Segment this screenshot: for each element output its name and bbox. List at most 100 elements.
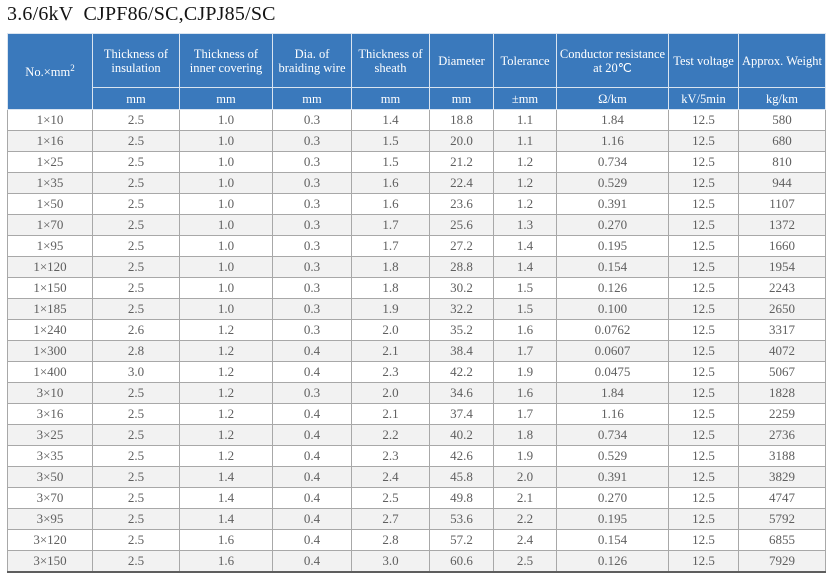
- value-cell: 0.391: [556, 466, 669, 488]
- table-row: 3×70 2.5 1.4 0.4 2.5 49.8 2.1 0.270 12.5 4747: [7, 487, 826, 509]
- value-cell: 35.2: [429, 319, 494, 341]
- value-cell: 0.100: [556, 298, 669, 320]
- value-cell: 1.84: [556, 109, 669, 131]
- col-header-braiding-wire-dia: Dia. of braiding wire: [272, 33, 352, 88]
- table-row: 1×16 2.5 1.0 0.3 1.5 20.0 1.1 1.16 12.5 680: [7, 130, 826, 152]
- table-row: 1×120 2.5 1.0 0.3 1.8 28.8 1.4 0.154 12.5 1954: [7, 256, 826, 278]
- row-size-cell: 1×300: [7, 340, 93, 362]
- value-cell: 2.4: [493, 529, 557, 551]
- value-cell: 1.0: [179, 235, 273, 257]
- value-cell: 2259: [738, 403, 826, 425]
- table-row: 1×25 2.5 1.0 0.3 1.5 21.2 1.2 0.734 12.5 810: [7, 151, 826, 173]
- value-cell: 12.5: [668, 172, 739, 194]
- col-unit-conductor-resistance: Ω/km: [556, 87, 669, 110]
- table-row: 3×120 2.5 1.6 0.4 2.8 57.2 2.4 0.154 12.5 6855: [7, 529, 826, 551]
- table-row: 3×10 2.5 1.2 0.3 2.0 34.6 1.6 1.84 12.5 1828: [7, 382, 826, 404]
- value-cell: 2.1: [351, 403, 430, 425]
- value-cell: 944: [738, 172, 826, 194]
- value-cell: 53.6: [429, 508, 494, 530]
- value-cell: 0.4: [272, 403, 352, 425]
- value-cell: 1.0: [179, 193, 273, 215]
- value-cell: 12.5: [668, 214, 739, 236]
- value-cell: 4072: [738, 340, 826, 362]
- value-cell: 0.529: [556, 445, 669, 467]
- table-row: 3×95 2.5 1.4 0.4 2.7 53.6 2.2 0.195 12.5 5792: [7, 508, 826, 530]
- value-cell: 0.4: [272, 340, 352, 362]
- value-cell: 1.4: [179, 487, 273, 509]
- spec-table: No.×mm2 Thickness of insulation Thicknes…: [7, 33, 826, 573]
- value-cell: 12.5: [668, 508, 739, 530]
- table-row: 3×25 2.5 1.2 0.4 2.2 40.2 1.8 0.734 12.5 2736: [7, 424, 826, 446]
- value-cell: 0.4: [272, 466, 352, 488]
- value-cell: 57.2: [429, 529, 494, 551]
- header-unit-row: mm mm mm mm mm ±mm Ω/km kV/5min kg/km: [8, 87, 826, 110]
- value-cell: 0.391: [556, 193, 669, 215]
- value-cell: 1.8: [351, 256, 430, 278]
- value-cell: 2.5: [92, 403, 180, 425]
- value-cell: 0.3: [272, 298, 352, 320]
- value-cell: 2.5: [92, 466, 180, 488]
- value-cell: 1.4: [179, 508, 273, 530]
- value-cell: 0.3: [272, 277, 352, 299]
- value-cell: 38.4: [429, 340, 494, 362]
- row-size-cell: 3×150: [7, 550, 93, 573]
- col-unit-inner-covering-thickness: mm: [179, 87, 273, 110]
- col-header-insulation-thickness: Thickness of insulation: [92, 33, 180, 88]
- value-cell: 1.4: [493, 256, 557, 278]
- value-cell: 2.1: [351, 340, 430, 362]
- value-cell: 1.5: [493, 277, 557, 299]
- value-cell: 1.6: [179, 550, 273, 573]
- value-cell: 1.0: [179, 256, 273, 278]
- value-cell: 580: [738, 109, 826, 131]
- value-cell: 1.8: [351, 277, 430, 299]
- value-cell: 2.5: [92, 487, 180, 509]
- value-cell: 12.5: [668, 109, 739, 131]
- col-unit-diameter: mm: [429, 87, 494, 110]
- value-cell: 1.5: [351, 130, 430, 152]
- value-cell: 0.195: [556, 508, 669, 530]
- value-cell: 12.5: [668, 319, 739, 341]
- value-cell: 12.5: [668, 382, 739, 404]
- value-cell: 1.2: [493, 193, 557, 215]
- value-cell: 1.2: [179, 340, 273, 362]
- value-cell: 49.8: [429, 487, 494, 509]
- table-row: 1×70 2.5 1.0 0.3 1.7 25.6 1.3 0.270 12.5 1372: [7, 214, 826, 236]
- row-size-cell: 3×35: [7, 445, 93, 467]
- value-cell: 20.0: [429, 130, 494, 152]
- value-cell: 2.5: [92, 382, 180, 404]
- value-cell: 1.2: [179, 424, 273, 446]
- row-size-cell: 3×70: [7, 487, 93, 509]
- value-cell: 0.0475: [556, 361, 669, 383]
- value-cell: 1954: [738, 256, 826, 278]
- value-cell: 0.4: [272, 529, 352, 551]
- value-cell: 2650: [738, 298, 826, 320]
- value-cell: 1.0: [179, 277, 273, 299]
- value-cell: 2.5: [92, 550, 180, 573]
- value-cell: 3.0: [92, 361, 180, 383]
- value-cell: 2.7: [351, 508, 430, 530]
- value-cell: 2.3: [351, 361, 430, 383]
- value-cell: 1.6: [351, 193, 430, 215]
- value-cell: 12.5: [668, 445, 739, 467]
- value-cell: 2.5: [351, 487, 430, 509]
- row-size-cell: 1×120: [7, 256, 93, 278]
- value-cell: 2243: [738, 277, 826, 299]
- value-cell: 12.5: [668, 235, 739, 257]
- table-row: 1×400 3.0 1.2 0.4 2.3 42.2 1.9 0.0475 12.5 5067: [7, 361, 826, 383]
- table-row: 3×50 2.5 1.4 0.4 2.4 45.8 2.0 0.391 12.5 3829: [7, 466, 826, 488]
- value-cell: 1.6: [493, 382, 557, 404]
- value-cell: 0.3: [272, 214, 352, 236]
- value-cell: 0.3: [272, 382, 352, 404]
- table-row: 3×16 2.5 1.2 0.4 2.1 37.4 1.7 1.16 12.5 2259: [7, 403, 826, 425]
- value-cell: 1.2: [493, 151, 557, 173]
- value-cell: 12.5: [668, 550, 739, 573]
- table-row: 3×35 2.5 1.2 0.4 2.3 42.6 1.9 0.529 12.5 3188: [7, 445, 826, 467]
- value-cell: 27.2: [429, 235, 494, 257]
- row-size-cell: 1×16: [7, 130, 93, 152]
- value-cell: 0.734: [556, 151, 669, 173]
- col-header-tolerance: Tolerance: [493, 33, 557, 88]
- value-cell: 1.2: [179, 445, 273, 467]
- value-cell: 12.5: [668, 361, 739, 383]
- value-cell: 42.6: [429, 445, 494, 467]
